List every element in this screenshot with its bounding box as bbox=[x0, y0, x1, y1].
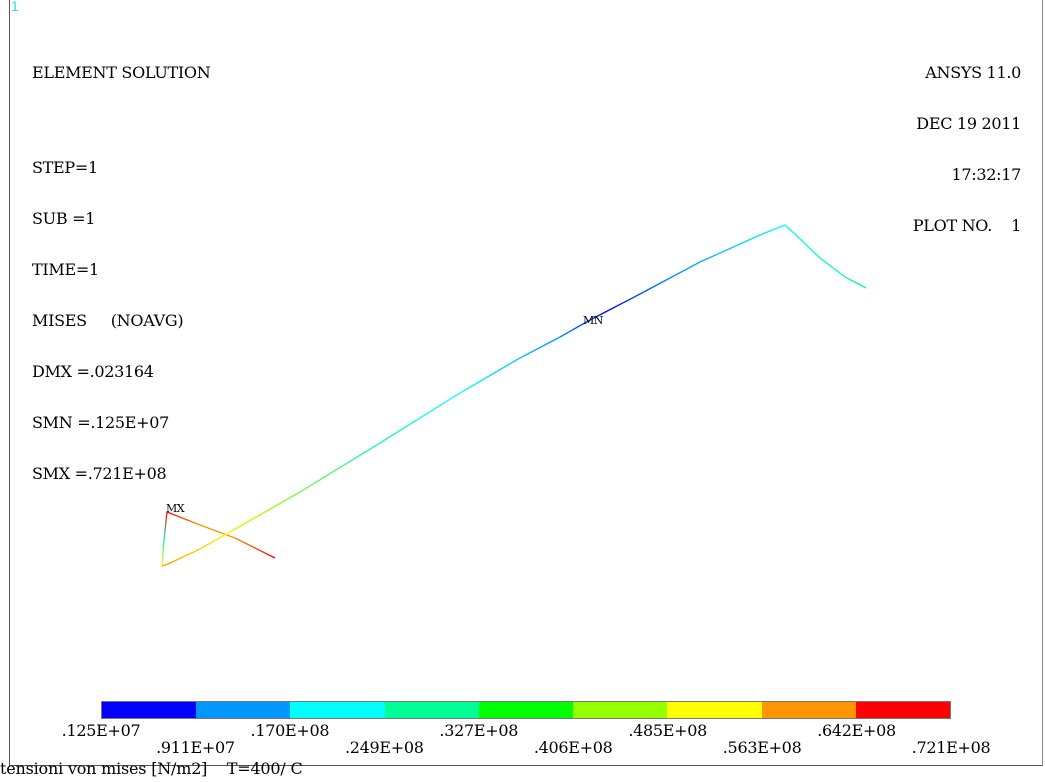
legend-color-segment bbox=[196, 702, 291, 718]
legend-color-segment bbox=[573, 702, 668, 718]
plot-date: DEC 19 2011 bbox=[916, 114, 1021, 133]
legend-color-segment bbox=[102, 702, 197, 718]
smx-value: SMX =.721E+08 bbox=[32, 464, 167, 483]
solution-title: ELEMENT SOLUTION bbox=[32, 63, 211, 82]
plot-time: 17:32:17 bbox=[951, 165, 1022, 184]
window-number: 1 bbox=[11, 0, 19, 14]
beam-bottom bbox=[161, 531, 231, 567]
legend-color-segment bbox=[384, 702, 479, 718]
plot-frame bbox=[9, 0, 1043, 766]
legend-color-segment bbox=[667, 702, 762, 718]
smn-value: SMN =.125E+07 bbox=[32, 413, 170, 432]
step-value: STEP=1 bbox=[32, 158, 98, 177]
dmx-value: DMX =.023164 bbox=[32, 362, 154, 381]
legend-color-segment bbox=[290, 702, 385, 718]
beam-main bbox=[229, 224, 786, 533]
contour-legend-bar bbox=[101, 701, 951, 719]
result-type: MISES (NOAVG) bbox=[32, 311, 184, 330]
beam-tail bbox=[784, 224, 867, 289]
min-marker-label: MN bbox=[583, 314, 603, 327]
time-value: TIME=1 bbox=[32, 260, 99, 279]
sub-value: SUB =1 bbox=[32, 209, 96, 228]
beam-diagonal bbox=[166, 511, 276, 559]
program-version: ANSYS 11.0 bbox=[925, 63, 1021, 82]
legend-color-segment bbox=[478, 702, 574, 718]
legend-color-segment bbox=[855, 702, 950, 718]
plot-number: PLOT NO. 1 bbox=[912, 216, 1021, 235]
solution-info: ELEMENT SOLUTION STEP=1 SUB =1 TIME=1 MI… bbox=[32, 30, 211, 499]
beam-left-vertical bbox=[161, 511, 168, 567]
max-marker-label: MX bbox=[166, 502, 185, 515]
legend-color-segment bbox=[761, 702, 856, 718]
program-stamp: ANSYS 11.0 DEC 19 2011 17:32:17 PLOT NO.… bbox=[913, 30, 1021, 251]
plot-footer: tensioni von mises [N/m2] T=400/ C bbox=[0, 759, 303, 778]
